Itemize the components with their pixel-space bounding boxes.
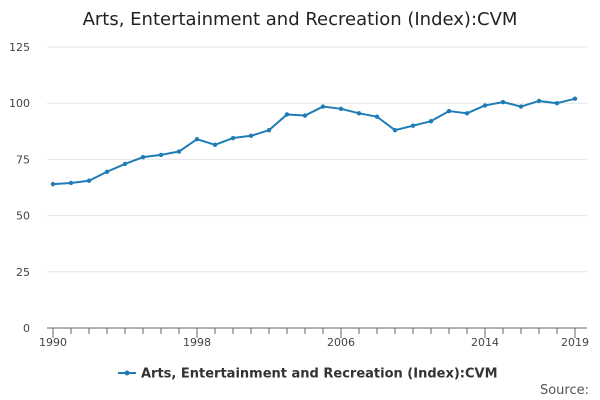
data-point[interactable] [464,111,470,116]
data-point[interactable] [50,181,56,187]
legend[interactable]: Arts, Entertainment and Recreation (Inde… [118,367,498,382]
data-point[interactable] [68,180,74,186]
data-point[interactable] [266,127,272,133]
data-point[interactable] [572,96,578,101]
x-tick-label: 2014 [471,336,499,349]
data-point[interactable] [284,112,290,117]
y-tick-label: 50 [16,210,30,223]
data-point[interactable] [194,136,200,142]
data-point[interactable] [536,98,542,104]
y-tick-label: 0 [23,322,30,335]
data-point[interactable] [104,169,110,174]
data-point[interactable] [374,114,380,119]
legend-label: Arts, Entertainment and Recreation (Inde… [141,367,498,382]
data-point[interactable] [176,149,182,154]
y-tick-label: 100 [9,97,30,110]
legend-dot-marker [124,370,130,376]
data-point[interactable] [122,161,128,167]
data-point[interactable] [248,133,254,138]
data-point[interactable] [482,103,488,108]
data-point[interactable] [356,111,362,116]
x-axis: 1990 1998 2006 2014 2019 [39,327,589,349]
data-point[interactable] [338,106,344,112]
data-point[interactable] [320,104,326,109]
y-tick-label: 25 [16,266,30,279]
gridlines: 0 25 50 75 100 125 [9,41,587,335]
y-tick-label: 125 [9,41,30,54]
x-tick-label: 1998 [183,336,211,349]
y-tick-label: 75 [16,153,30,166]
data-point[interactable] [230,135,236,141]
data-point[interactable] [500,99,506,105]
x-tick-label: 2019 [561,336,589,349]
series-layer [50,96,578,187]
data-point[interactable] [518,104,524,109]
data-point[interactable] [446,108,452,114]
chart-title: Arts, Entertainment and Recreation (Inde… [83,9,518,30]
data-point[interactable] [158,152,164,158]
x-tick-label: 1990 [39,336,67,349]
source-label[interactable]: Source: [540,383,589,398]
series-line [52,97,576,186]
data-point[interactable] [140,154,146,160]
data-point[interactable] [428,118,434,124]
data-point[interactable] [86,178,92,183]
data-point[interactable] [410,123,416,128]
data-point[interactable] [302,113,308,118]
x-tick-label: 2006 [327,336,355,349]
data-point[interactable] [554,101,560,106]
data-point[interactable] [212,142,218,147]
data-point[interactable] [392,127,398,133]
